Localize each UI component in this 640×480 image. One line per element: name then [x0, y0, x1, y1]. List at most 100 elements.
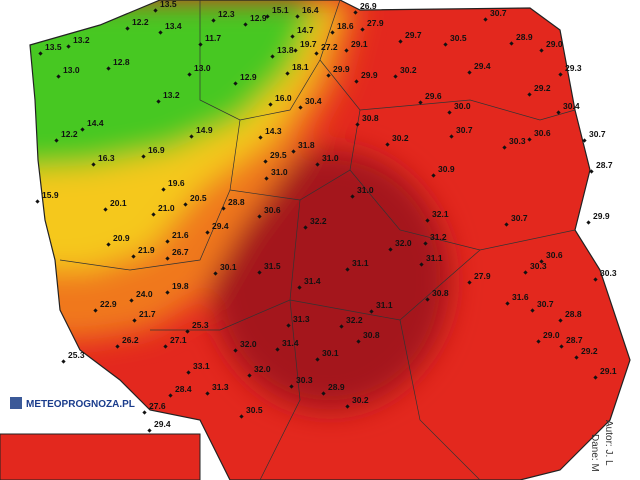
station-marker: [467, 280, 472, 285]
station-marker: [527, 137, 532, 142]
temperature-label: 13.0: [194, 63, 211, 73]
temperature-label: 30.6: [534, 128, 551, 138]
temperature-label: 21.9: [138, 245, 155, 255]
temperature-label: 32.0: [395, 238, 412, 248]
inset-map: [0, 433, 201, 480]
station-marker: [419, 262, 424, 267]
station-marker: [291, 149, 296, 154]
temperature-label: 18.6: [337, 21, 354, 31]
temperature-label: 30.6: [264, 205, 281, 215]
credit: Autor: J. L: [603, 420, 614, 466]
station-marker: [54, 138, 59, 143]
temperature-label: 26.7: [172, 247, 189, 257]
temperature-label: 32.0: [254, 364, 271, 374]
temperature-label: 13.5: [160, 0, 177, 9]
station-marker: [345, 404, 350, 409]
temperature-label: 30.8: [432, 288, 449, 298]
temperature-label: 30.4: [563, 101, 580, 111]
temperature-label: 30.5: [450, 33, 467, 43]
temperature-label: 29.5: [270, 150, 287, 160]
station-marker: [264, 176, 269, 181]
temperature-label: 29.6: [425, 91, 442, 101]
temperature-label: 30.7: [537, 299, 554, 309]
temperature-label: 29.9: [361, 70, 378, 80]
station-marker: [141, 154, 146, 159]
temperature-label: 13.5: [45, 42, 62, 52]
temperature-label: 12.8: [113, 57, 130, 67]
temperature-label: 28.7: [596, 160, 613, 170]
station-marker: [350, 194, 355, 199]
temperature-label: 31.3: [212, 382, 229, 392]
temperature-label: 16.4: [302, 5, 319, 15]
temperature-label: 13.4: [165, 21, 182, 31]
temperature-label: 15.9: [42, 190, 59, 200]
station-marker: [593, 375, 598, 380]
temperature-label: 27.9: [474, 271, 491, 281]
station-marker: [158, 30, 163, 35]
temperature-label: 30.7: [511, 213, 528, 223]
temperature-label: 25.3: [68, 350, 85, 360]
temperature-label: 28.4: [175, 384, 192, 394]
temperature-label: 28.9: [516, 32, 533, 42]
temperature-label: 30.8: [363, 330, 380, 340]
temperature-label: 31.0: [357, 185, 374, 195]
station-labels: 13.5 12.3 12.9 15.1 16.4 26.9 30.7 12.2 13.4 14.7…: [35, 0, 617, 433]
temperature-label: 29.9: [333, 64, 350, 74]
temperature-label: 16.0: [275, 93, 292, 103]
station-marker: [131, 254, 136, 259]
credit: Dane: M: [589, 434, 600, 472]
station-marker: [315, 357, 320, 362]
station-marker: [275, 347, 280, 352]
temperature-label: 29.4: [474, 61, 491, 71]
station-marker: [297, 285, 302, 290]
station-marker: [286, 323, 291, 328]
temperature-label: 30.3: [509, 136, 526, 146]
temperature-label: 28.8: [565, 309, 582, 319]
temperature-label: 30.3: [600, 268, 617, 278]
station-marker: [153, 8, 158, 13]
border: [29, 0, 631, 480]
station-marker: [125, 26, 130, 31]
station-marker: [303, 225, 308, 230]
station-marker: [263, 159, 268, 164]
temperature-label: 29.3: [565, 63, 582, 73]
station-marker: [425, 218, 430, 223]
temperature-label: 14.4: [87, 118, 104, 128]
temperature-label: 31.0: [322, 153, 339, 163]
temperature-label: 15.1: [272, 5, 289, 15]
station-marker: [425, 297, 430, 302]
station-marker: [186, 370, 191, 375]
station-marker: [505, 301, 510, 306]
temperature-label: 29.9: [593, 211, 610, 221]
temperature-label: 30.3: [296, 375, 313, 385]
station-marker: [132, 318, 137, 323]
temperature-label: 12.9: [250, 13, 267, 23]
temperature-label: 30.2: [352, 395, 369, 405]
station-marker: [449, 134, 454, 139]
temperature-label: 29.2: [534, 83, 551, 93]
temperature-label: 18.1: [292, 62, 309, 72]
temperature-label: 30.1: [322, 348, 339, 358]
temperature-label: 30.7: [456, 125, 473, 135]
station-marker: [530, 308, 535, 313]
temperature-label: 28.9: [328, 382, 345, 392]
station-marker: [559, 344, 564, 349]
temperature-label: 12.9: [240, 72, 257, 82]
temperature-label: 26.2: [122, 335, 139, 345]
station-marker: [129, 298, 134, 303]
station-marker: [161, 187, 166, 192]
temperature-label: 32.0: [240, 339, 257, 349]
temperature-label: 31.8: [298, 140, 315, 150]
station-marker: [211, 18, 216, 23]
station-marker: [66, 44, 71, 49]
temperature-label: 13.2: [73, 35, 90, 45]
station-marker: [586, 220, 591, 225]
station-marker: [106, 242, 111, 247]
temperature-label: 14.3: [265, 126, 282, 136]
temperature-label: 31.6: [512, 292, 529, 302]
temperature-label: 20.9: [113, 233, 130, 243]
temperature-label: 30.0: [454, 101, 471, 111]
temperature-label: 19.6: [168, 178, 185, 188]
station-marker: [247, 373, 252, 378]
station-marker: [156, 99, 161, 104]
